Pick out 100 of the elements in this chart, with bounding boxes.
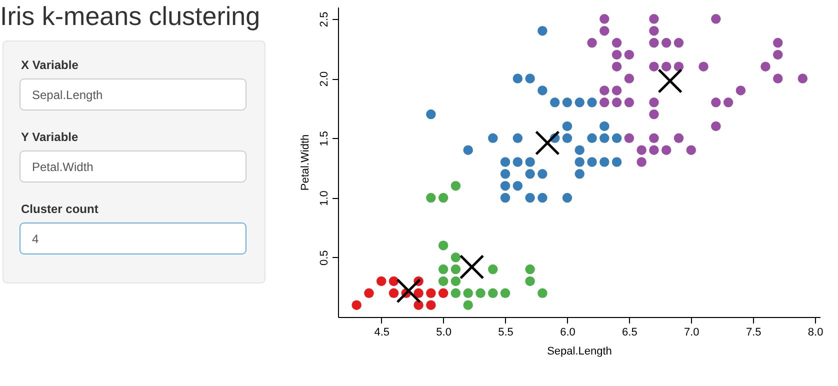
point <box>562 133 572 144</box>
point <box>587 98 597 108</box>
point <box>649 38 659 48</box>
point <box>661 62 672 72</box>
text: Sepal.Length <box>32 88 103 102</box>
point <box>534 130 560 156</box>
text: Iris k-means clustering <box>0 1 260 31</box>
point <box>512 74 523 84</box>
point <box>352 300 362 310</box>
point <box>476 288 486 298</box>
point <box>600 121 610 132</box>
x-tick-label: 5.5 <box>498 326 514 338</box>
y-tick-label: 2.0 <box>318 71 330 87</box>
point <box>450 252 461 262</box>
x-tick-label: 4.5 <box>374 326 390 338</box>
point <box>426 192 436 203</box>
point <box>624 133 634 144</box>
point <box>450 288 461 298</box>
point <box>438 240 448 250</box>
point <box>538 26 548 36</box>
point <box>438 288 448 298</box>
point <box>698 62 708 72</box>
point <box>600 86 610 96</box>
point <box>649 26 659 36</box>
point <box>612 86 622 96</box>
point <box>459 254 484 280</box>
point <box>512 133 523 144</box>
point <box>773 50 783 60</box>
point <box>612 38 622 48</box>
point <box>661 38 672 48</box>
point <box>649 133 659 144</box>
point <box>525 74 535 84</box>
point <box>500 157 510 167</box>
point <box>773 38 783 48</box>
point <box>674 133 684 144</box>
point <box>661 145 672 155</box>
text: Cluster count <box>21 202 98 216</box>
point <box>612 157 622 167</box>
point <box>414 288 424 298</box>
point <box>574 157 584 167</box>
point <box>686 145 696 155</box>
point <box>538 169 548 179</box>
point <box>550 98 560 108</box>
point <box>438 264 448 274</box>
point <box>600 157 610 167</box>
point <box>500 169 510 179</box>
point <box>512 180 523 191</box>
point <box>798 74 808 84</box>
point <box>624 98 634 108</box>
point <box>463 145 473 155</box>
y-tick-label: 0.5 <box>318 250 330 266</box>
point <box>649 145 659 155</box>
point <box>538 288 548 298</box>
point <box>636 145 646 155</box>
point <box>649 109 659 120</box>
point <box>600 26 610 36</box>
point <box>438 192 448 203</box>
point <box>587 157 597 167</box>
x-tick-label: 5.0 <box>436 326 452 338</box>
point <box>388 288 399 298</box>
point <box>612 50 622 60</box>
point <box>612 98 622 108</box>
point <box>525 157 535 167</box>
point <box>525 192 535 203</box>
y-tick-label: 1.5 <box>318 131 330 146</box>
point <box>773 74 783 84</box>
point <box>711 14 721 24</box>
point <box>624 50 634 60</box>
x-tick-label: 6.0 <box>560 326 576 338</box>
point <box>450 180 461 191</box>
point <box>426 300 436 310</box>
point <box>612 133 622 144</box>
point <box>562 121 572 132</box>
point <box>711 98 721 108</box>
point <box>574 98 584 108</box>
text: Y Variable <box>21 130 78 144</box>
point <box>463 288 473 298</box>
point <box>649 14 659 24</box>
point <box>562 192 572 203</box>
point <box>649 62 659 72</box>
x-tick-label: 8.0 <box>808 326 824 338</box>
point <box>488 133 498 144</box>
point <box>488 288 498 298</box>
y-axis-title: Petal.Width <box>300 134 312 191</box>
point <box>426 288 436 298</box>
point <box>538 86 548 96</box>
point <box>525 264 535 274</box>
x-tick-label: 7.0 <box>684 326 700 338</box>
point <box>488 264 498 274</box>
point <box>736 86 746 96</box>
text: 4 <box>32 232 39 246</box>
point <box>388 276 399 286</box>
point <box>562 98 572 108</box>
x-axis-title: Sepal.Length <box>547 346 612 358</box>
point <box>376 276 386 286</box>
point <box>525 276 535 286</box>
point <box>500 180 510 191</box>
point <box>674 38 684 48</box>
point <box>658 68 682 94</box>
point <box>624 74 634 84</box>
